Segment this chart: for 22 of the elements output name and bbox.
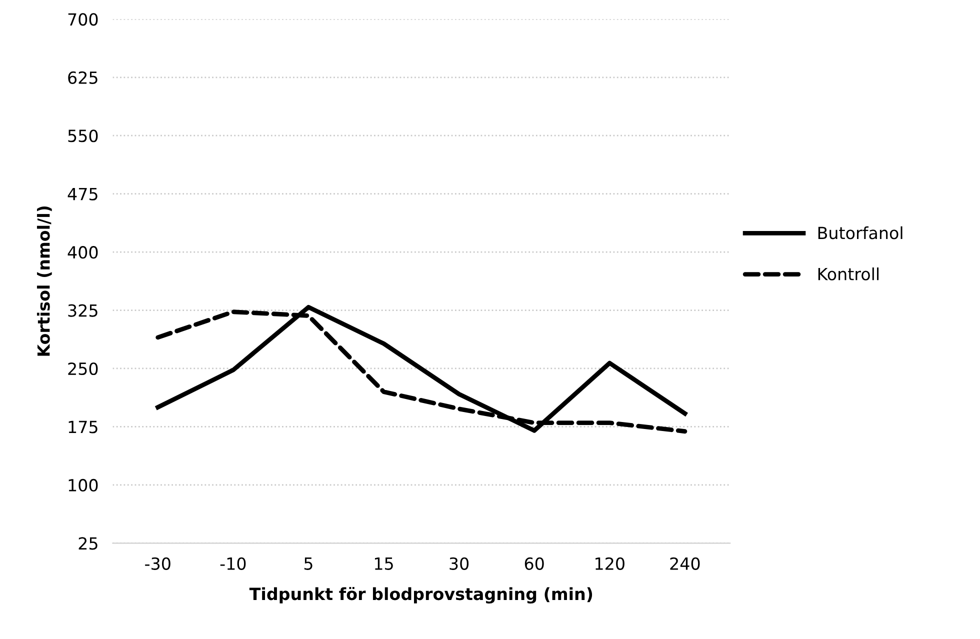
y-tick-label: 400 [68, 246, 98, 259]
y-tick-label: 475 [68, 188, 98, 200]
x-tick-label: 5 [304, 558, 312, 570]
y-tick-label: 175 [68, 420, 98, 434]
y-tick-label: 100 [68, 478, 98, 492]
y-tick-label: 325 [68, 304, 98, 317]
x-tick-label: 30 [450, 557, 469, 570]
x-tick-label: -30 [145, 557, 170, 570]
x-tick-label: 120 [596, 557, 624, 570]
x-axis-title: Tidpunkt för blodprovstagning (min) [249, 587, 592, 604]
y-tick-label: 250 [68, 362, 98, 376]
legend-label: Kontroll [818, 267, 879, 280]
y-tick-label: 625 [68, 71, 98, 84]
x-tick-label: 15 [374, 558, 393, 570]
y-tick-label: 700 [68, 13, 98, 26]
x-tick-label: -10 [220, 557, 246, 570]
y-tick-label: 25 [78, 537, 98, 550]
x-tick-label: 60 [524, 557, 544, 570]
y-tick-label: 550 [68, 130, 98, 142]
y-axis-title: Kortisol (nmol/l) [36, 206, 52, 356]
legend-label: Butorfanol [818, 226, 902, 240]
x-tick-label: 240 [670, 557, 700, 570]
